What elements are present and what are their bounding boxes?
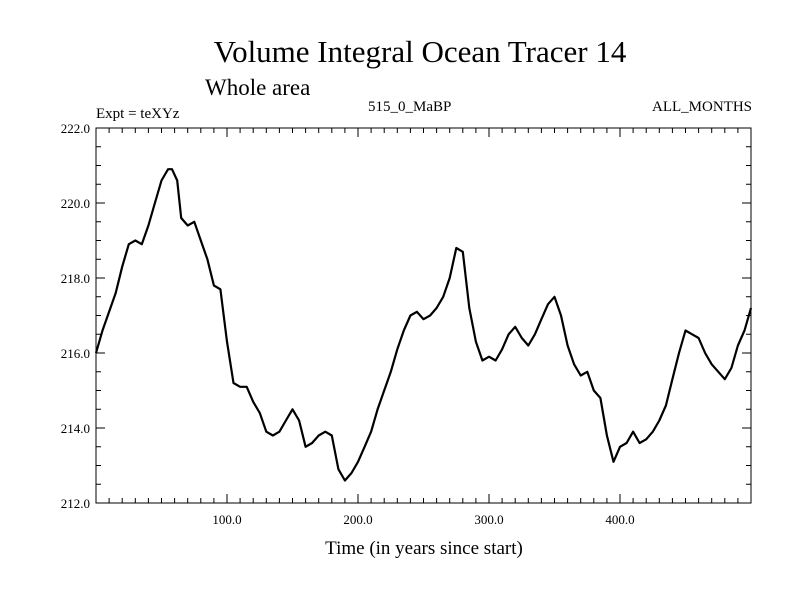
x-tick-label: 100.0: [212, 512, 241, 527]
run-label: 515_0_MaBP: [368, 99, 451, 115]
chart-subtitle: Whole area: [205, 75, 310, 100]
chart-title: Volume Integral Ocean Tracer 14: [214, 34, 627, 69]
y-tick-label: 214.0: [61, 421, 90, 436]
experiment-label: Expt = teXYz: [96, 106, 180, 122]
series-line-tracer-14: [94, 168, 753, 482]
y-tick-label: 218.0: [61, 271, 90, 286]
plot-frame: [95, 127, 752, 504]
months-label: ALL_MONTHS: [652, 99, 752, 115]
x-axis-tick-labels: 100.0 200.0 300.0 400.0: [212, 512, 634, 527]
x-tick-label: 400.0: [605, 512, 634, 527]
y-tick-label: 216.0: [61, 346, 90, 361]
y-tick-label: 222.0: [61, 121, 90, 136]
axis-ticks: [96, 128, 751, 503]
x-axis-label: Time (in years since start): [325, 538, 523, 559]
x-tick-label: 200.0: [343, 512, 372, 527]
y-tick-label: 212.0: [61, 496, 90, 511]
y-tick-label: 220.0: [61, 196, 90, 211]
x-tick-label: 300.0: [474, 512, 503, 527]
y-axis-tick-labels: 212.0 214.0 216.0 218.0 220.0 222.0: [61, 121, 90, 511]
